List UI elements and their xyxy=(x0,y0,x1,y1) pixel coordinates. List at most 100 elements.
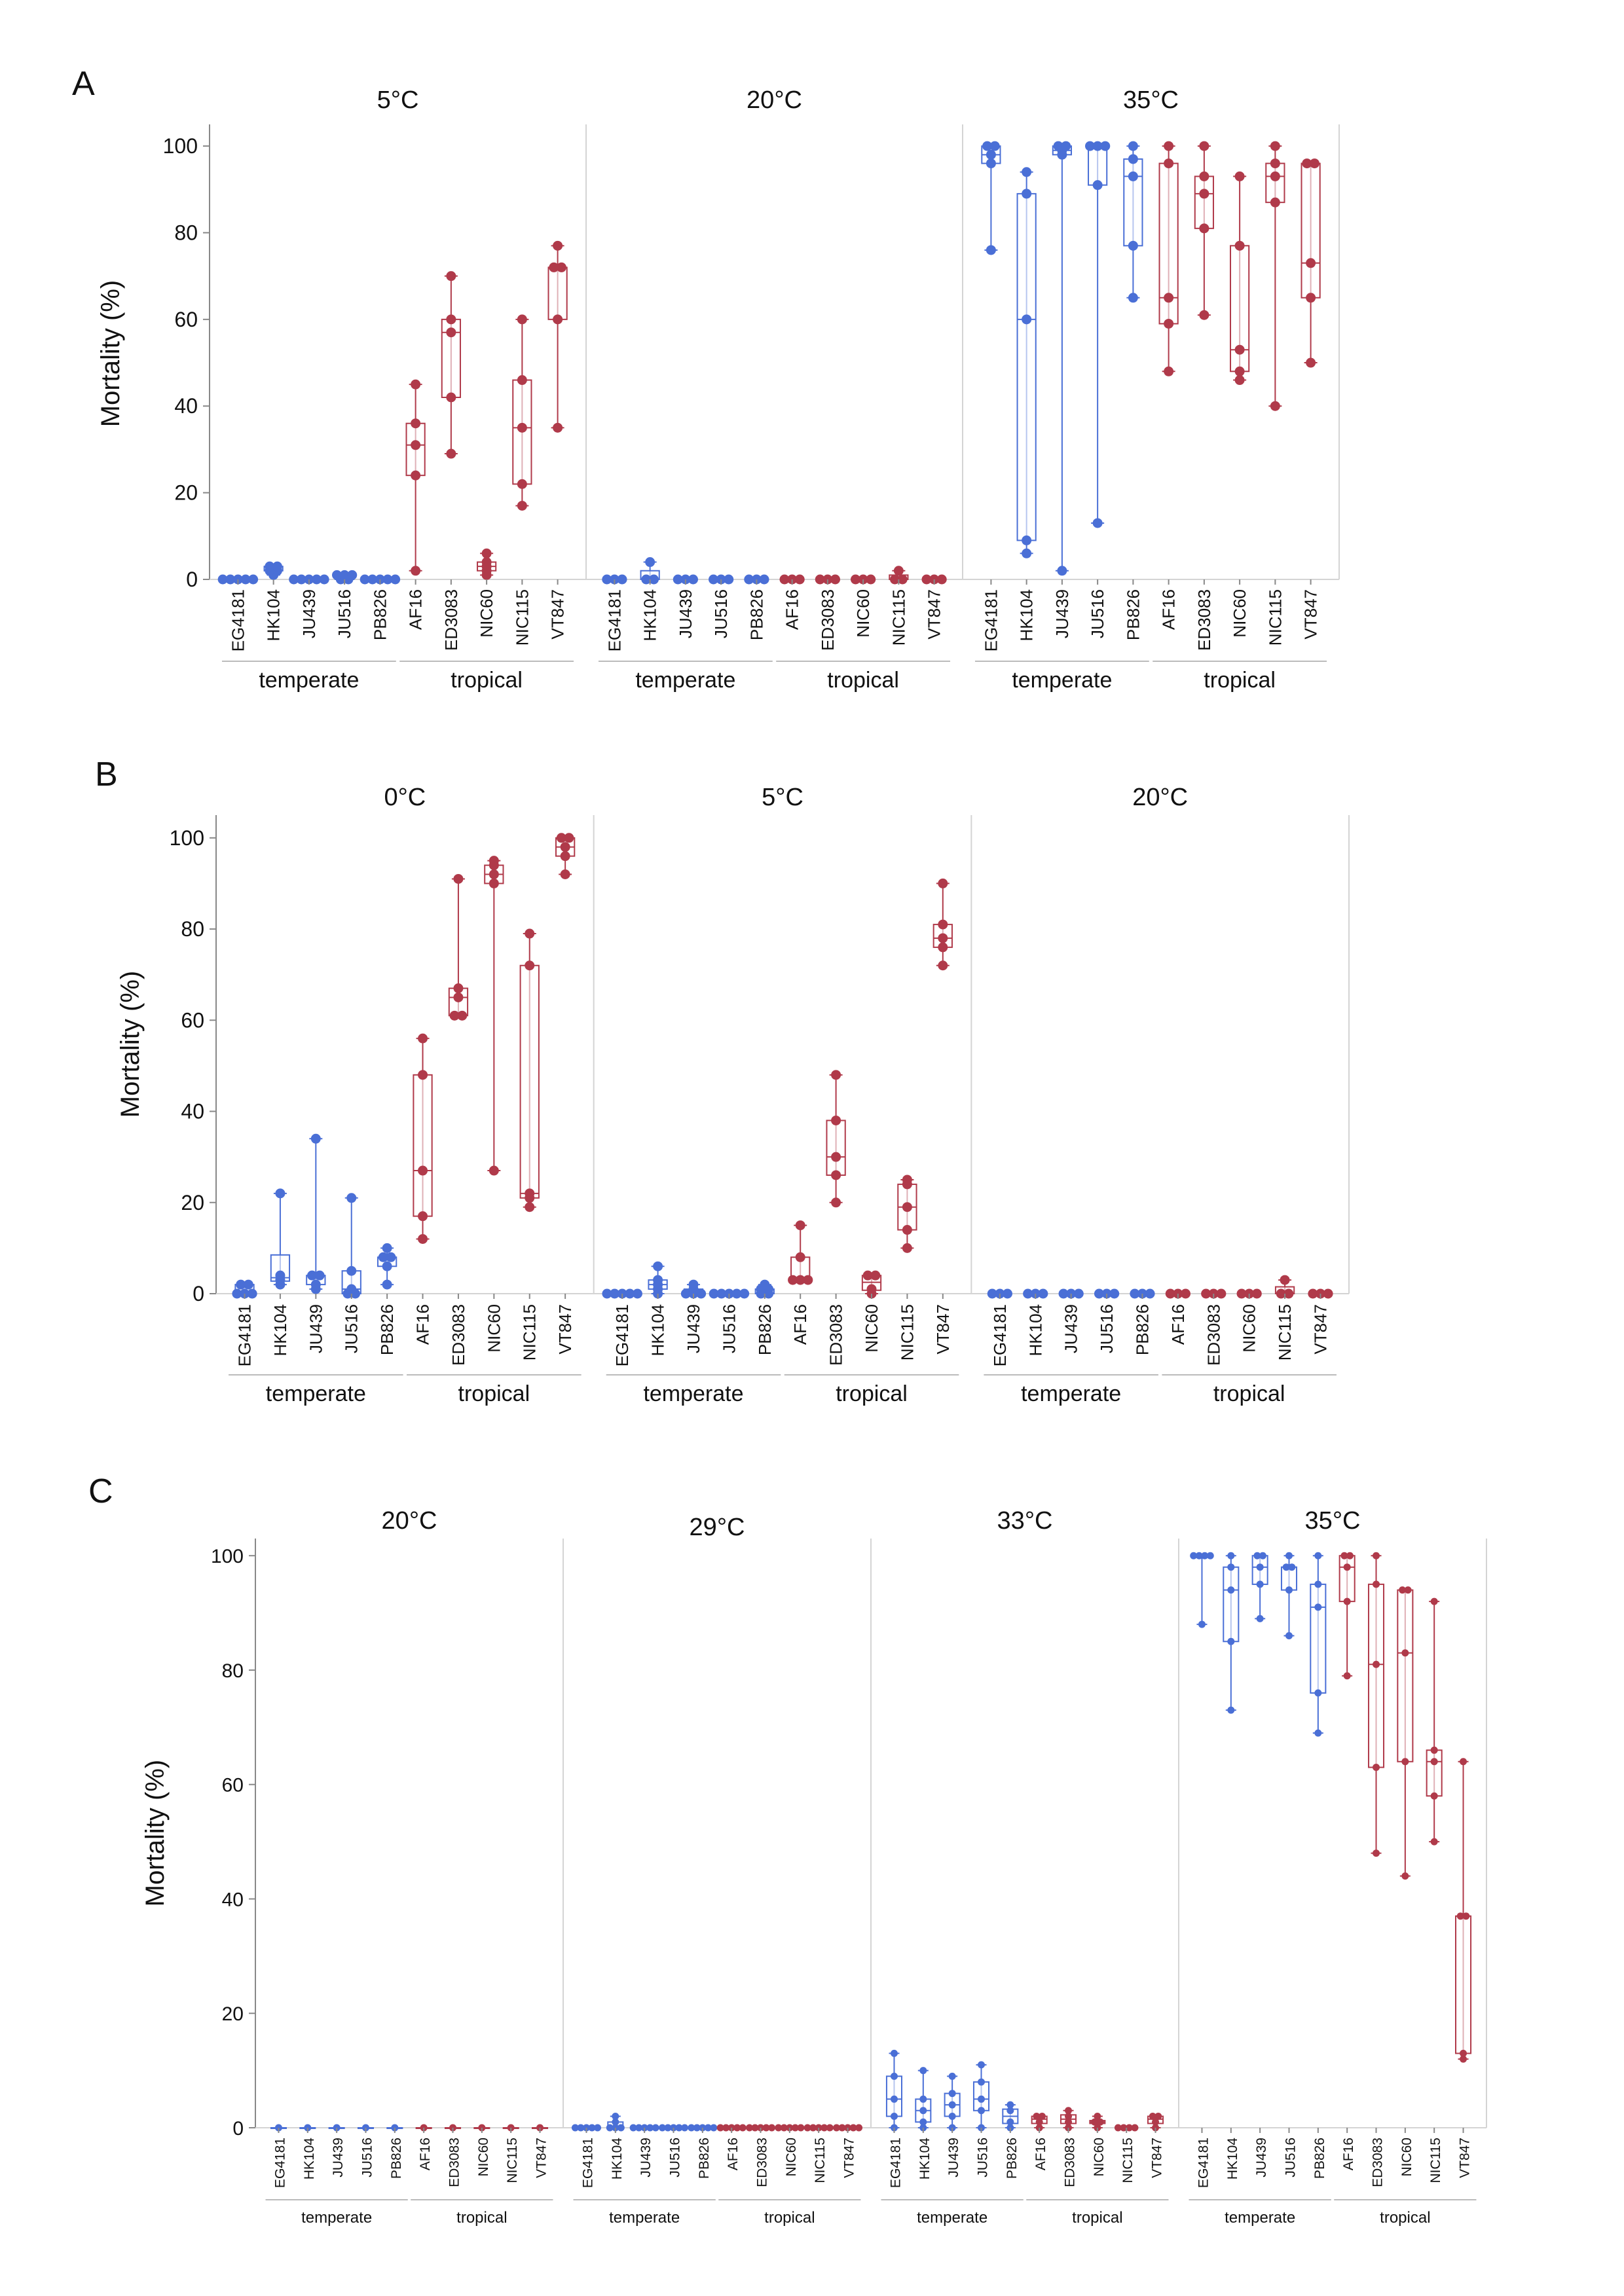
x-tick-label: JU439 xyxy=(946,2138,961,2178)
data-point xyxy=(1401,1758,1409,1766)
facet-2: 35°C EG4181 HK104 JU439 JU516 PB826 AF16 ED3083… xyxy=(974,86,1340,693)
box-ju439 xyxy=(673,574,699,585)
data-point xyxy=(312,574,322,585)
group-label: tropical xyxy=(1204,668,1276,693)
x-tick-label: ED3083 xyxy=(449,1304,468,1366)
box-vt847 xyxy=(555,833,576,880)
data-point xyxy=(1164,366,1174,376)
data-point xyxy=(1035,2118,1043,2126)
data-point xyxy=(1234,344,1245,355)
data-point xyxy=(1227,1552,1235,1559)
box xyxy=(1194,175,1214,229)
data-point xyxy=(418,1165,428,1176)
data-point xyxy=(977,2078,985,2086)
data-point xyxy=(1346,1552,1354,1559)
data-point xyxy=(1308,1288,1318,1299)
panel-letter: C xyxy=(88,1472,113,1510)
data-point xyxy=(1236,1288,1247,1299)
data-point xyxy=(830,574,840,585)
data-point xyxy=(489,878,499,888)
facet-2: 33°C EG4181 HK104 JU439 JU516 PB826 AF16 ED3083… xyxy=(881,1507,1179,2227)
x-tick-label: NIC115 xyxy=(1428,2138,1443,2183)
x-tick-label: EG4181 xyxy=(228,589,248,651)
data-point xyxy=(449,1010,460,1021)
x-tick-label: VT847 xyxy=(1150,2138,1165,2178)
data-point xyxy=(1038,2113,1046,2121)
data-point xyxy=(1234,171,1245,181)
data-point xyxy=(768,2124,776,2132)
x-tick-label: ED3083 xyxy=(1204,1304,1223,1366)
x-tick-label: NIC115 xyxy=(813,2138,828,2183)
x-tick-label: AF16 xyxy=(1341,2138,1356,2170)
data-point xyxy=(588,2124,596,2132)
data-point xyxy=(1165,1288,1175,1299)
data-point xyxy=(850,574,860,585)
x-tick-label: VT847 xyxy=(1301,589,1321,640)
y-tick-label: 100 xyxy=(170,826,204,850)
data-point xyxy=(1164,158,1174,169)
x-tick-label: HK104 xyxy=(264,589,284,642)
box xyxy=(1265,162,1285,204)
x-tick-label: NIC115 xyxy=(1275,1304,1295,1360)
box-hk104 xyxy=(1016,167,1037,558)
y-axis-label: Mortality (%) xyxy=(141,1760,170,1906)
data-point xyxy=(989,141,1000,151)
group-label: temperate xyxy=(1225,2209,1295,2227)
data-point xyxy=(1401,1649,1409,1657)
data-point xyxy=(1256,1614,1264,1622)
data-point xyxy=(919,2067,927,2075)
data-point xyxy=(745,2124,753,2132)
data-point xyxy=(1199,141,1209,151)
data-point xyxy=(1270,401,1280,411)
y-tick-label: 40 xyxy=(174,394,198,418)
data-point xyxy=(1128,171,1138,181)
data-point xyxy=(1430,1597,1438,1605)
x-tick-label: HK104 xyxy=(1225,2138,1240,2180)
data-point xyxy=(1125,2124,1133,2132)
data-point xyxy=(709,574,719,585)
x-tick-label: PB826 xyxy=(1132,1304,1152,1355)
data-point xyxy=(1199,223,1209,234)
data-point xyxy=(710,2124,718,2132)
data-point xyxy=(919,2095,927,2103)
data-point xyxy=(1234,240,1245,251)
data-point xyxy=(232,1288,242,1299)
data-point xyxy=(831,1152,841,1162)
x-tick-label: AF16 xyxy=(790,1304,810,1345)
facet-title: 29°C xyxy=(690,1514,745,1541)
x-tick-label: ED3083 xyxy=(441,589,461,651)
x-tick-label: EG4181 xyxy=(1196,2138,1211,2188)
data-point xyxy=(1234,375,1245,386)
data-point xyxy=(791,2124,799,2132)
data-point xyxy=(1306,357,1316,368)
x-tick-label: HK104 xyxy=(1017,589,1037,642)
data-point xyxy=(1094,1288,1104,1299)
data-point xyxy=(1462,1912,1470,1920)
data-point xyxy=(762,2124,770,2132)
x-tick-label: EG4181 xyxy=(888,2138,903,2188)
box xyxy=(413,1074,433,1217)
data-point xyxy=(1145,1288,1155,1299)
x-tick-label: EG4181 xyxy=(580,2138,595,2188)
box-af16 xyxy=(405,379,426,576)
box-ju516 xyxy=(1280,1552,1298,1640)
box-eg4181 xyxy=(981,141,1001,255)
facet-1: 29°C EG4181 HK104 JU439 JU516 PB826 AF16 ED3083… xyxy=(571,1514,872,2227)
data-point xyxy=(1373,1764,1380,1772)
group-label: temperate xyxy=(917,2209,987,2227)
data-point xyxy=(560,842,570,852)
data-point xyxy=(653,1275,663,1285)
facet-title: 5°C xyxy=(377,86,419,114)
x-tick-label: AF16 xyxy=(1033,2138,1048,2170)
data-point xyxy=(602,574,612,585)
data-point xyxy=(1373,1850,1380,1857)
data-point xyxy=(411,379,421,390)
x-tick-label: NIC60 xyxy=(853,589,873,638)
facet-title: 20°C xyxy=(382,1507,437,1535)
box xyxy=(1016,192,1037,541)
data-point xyxy=(248,574,259,585)
x-tick-label: JU516 xyxy=(342,1304,361,1353)
data-point xyxy=(606,2124,614,2132)
x-tick-label: HK104 xyxy=(640,589,660,642)
group-label: tropical xyxy=(1380,2209,1430,2227)
